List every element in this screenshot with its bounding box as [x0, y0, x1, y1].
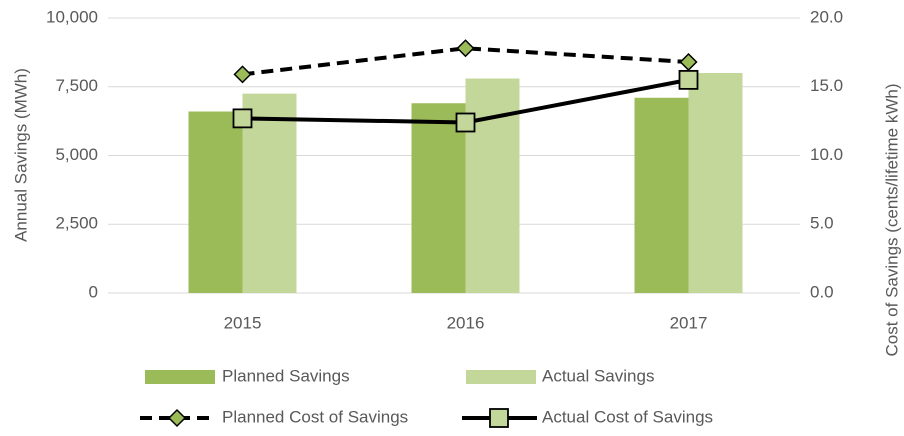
y2-tick-label: 15.0: [810, 76, 843, 95]
legend-label: Planned Cost of Savings: [222, 407, 408, 426]
y2-tick-label: 10.0: [810, 145, 843, 164]
legend-label: Actual Savings: [542, 366, 654, 385]
line-marker: [233, 65, 252, 84]
bar: [188, 111, 243, 293]
line-marker: [456, 39, 475, 58]
x-tick-label: 2015: [224, 313, 262, 332]
y-tick-label: 10,000: [46, 7, 98, 26]
y-tick-label: 0: [89, 282, 98, 301]
y2-tick-label: 20.0: [810, 7, 843, 26]
line-marker: [455, 112, 476, 133]
y-tick-label: 5,000: [55, 145, 98, 164]
y2-tick-label: 0.0: [810, 282, 834, 301]
line-marker: [679, 52, 698, 72]
bar: [688, 73, 743, 293]
x-tick-label: 2017: [670, 313, 708, 332]
line-marker: [678, 69, 699, 90]
y2-axis-title: Cost of Savings (cents/lifetime kWh): [882, 83, 901, 356]
bar: [411, 103, 466, 293]
bar: [634, 97, 689, 293]
y-axis-title: Annual Savings (MWh): [11, 68, 30, 242]
legend-marker: [489, 408, 509, 428]
y2-tick-label: 5.0: [810, 214, 834, 233]
line-marker: [232, 108, 253, 129]
legend-marker: [167, 408, 187, 428]
legend-label: Planned Savings: [222, 366, 350, 385]
legend-swatch: [145, 370, 215, 384]
legend-swatch: [466, 370, 536, 384]
y-tick-label: 2,500: [55, 214, 98, 233]
legend-label: Actual Cost of Savings: [542, 407, 713, 426]
x-tick-label: 2016: [447, 313, 485, 332]
y-tick-label: 7,500: [55, 76, 98, 95]
bar: [465, 78, 520, 293]
